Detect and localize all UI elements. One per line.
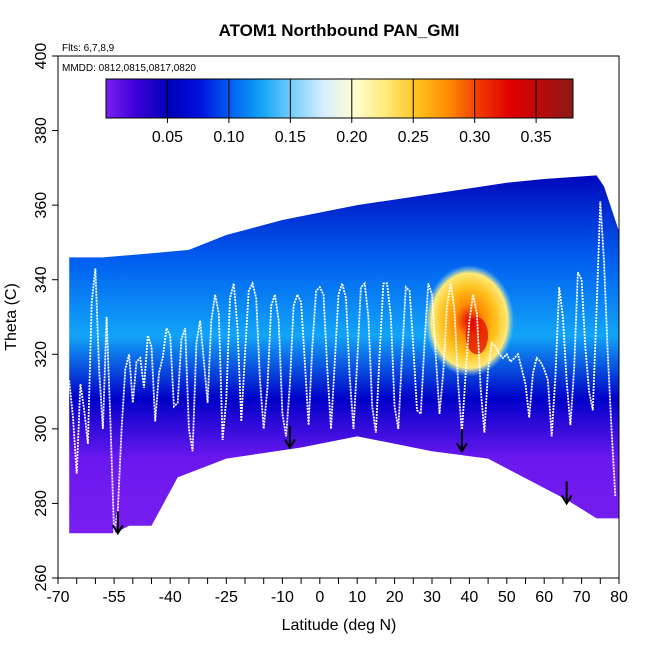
x-axis-label: Latitude (deg N) (282, 617, 397, 634)
x-tick-label: 10 (348, 589, 366, 606)
dates-annotation: MMDD: 0812,0815,0817,0820 (62, 63, 196, 74)
y-tick-label: 280 (33, 490, 50, 517)
pan-plume-core (465, 317, 489, 355)
colorbar-tick-label: 0.20 (336, 129, 367, 146)
x-axis: -70 -55 -40 -25 -10 0 10 20 30 40 50 60 70 80 (46, 578, 628, 606)
field-background (69, 175, 620, 534)
tropopause-arrow-head (560, 494, 573, 506)
flight-track-layer (68, 201, 617, 534)
colorbar-tick-label: 0.10 (213, 129, 244, 146)
chart-title: ATOM1 Northbound PAN_GMI (219, 21, 460, 40)
y-tick-label: 400 (33, 43, 50, 70)
x-tick-label: 30 (423, 589, 441, 606)
x-tick-label: -25 (215, 589, 238, 606)
tropopause-arrow-head (111, 524, 124, 536)
y-tick-label: 300 (33, 415, 50, 442)
y-tick-label: 260 (33, 565, 50, 592)
x-tick-label: 0 (315, 589, 324, 606)
x-tick-label: -40 (159, 589, 182, 606)
x-tick-label: 50 (498, 589, 516, 606)
colorbar-tick-label: 0.15 (275, 129, 306, 146)
y-tick-label: 380 (33, 117, 50, 144)
flight-track-line (68, 201, 617, 534)
colorbar-tick-label: 0.25 (398, 129, 429, 146)
y-axis-label: Theta (C) (3, 283, 20, 351)
y-tick-label: 360 (33, 192, 50, 219)
x-tick-label: 60 (535, 589, 553, 606)
colorbar-tick-label: 0.30 (459, 129, 490, 146)
y-axis: 260 280 300 320 340 360 380 400 (33, 43, 58, 592)
x-tick-label: 70 (573, 589, 591, 606)
colorbar-tick-label: 0.05 (152, 129, 183, 146)
tropopause-arrow-head (456, 442, 468, 454)
y-tick-label: 340 (33, 266, 50, 293)
colorbar-ticks: 0.05 0.10 0.15 0.20 0.25 0.30 0.35 (152, 79, 552, 146)
tropopause-arrow-head (284, 438, 296, 450)
flights-annotation: Flts: 6,7,8,9 (62, 43, 115, 54)
x-tick-label: 40 (461, 589, 479, 606)
x-tick-label: -70 (46, 589, 69, 606)
colorbar (105, 78, 574, 119)
y-tick-label: 320 (33, 341, 50, 368)
colorbar-tick-label: 0.35 (521, 129, 552, 146)
heatmap-field (69, 175, 620, 534)
x-tick-label: -10 (271, 589, 294, 606)
x-tick-label: 20 (386, 589, 404, 606)
tropopause-markers (111, 425, 573, 536)
x-tick-label: 80 (610, 589, 628, 606)
x-tick-label: -55 (103, 589, 126, 606)
